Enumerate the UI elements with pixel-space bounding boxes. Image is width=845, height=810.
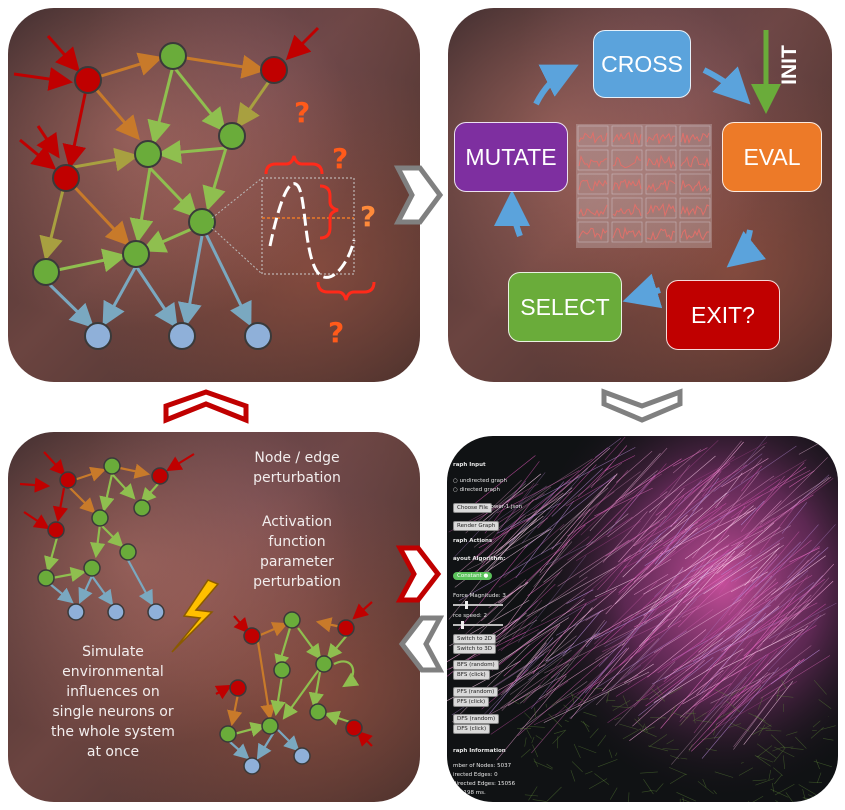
directed-radio[interactable]: ○ directed graph [453,487,501,493]
mutate-box: MUTATE [454,122,568,192]
network-graph: ? ? ? ? [13,26,376,350]
cross-box: CROSS [593,30,691,98]
network-panel: ? ? ? ? [8,8,420,382]
exit-label: EXIT? [691,301,755,328]
question-mark: ? [332,142,348,175]
graph-nodes [32,42,288,350]
graph-viewer-panel: s raph Input ○ undirected graph ○ direct… [447,436,838,802]
render-graph-button[interactable]: Render Graph [453,521,500,531]
activation-perturbation-text: Activation function parameter perturbati… [253,514,341,590]
node-edge-perturbation-text: Node / edge perturbation [253,450,341,486]
eval-box: EVAL [722,122,822,192]
pfs-click-button[interactable]: PFS (click) [453,697,490,707]
dfs-random-button[interactable]: DFS (random) [453,714,500,724]
graph-input-heading: raph Input [453,462,486,468]
select-label: SELECT [520,293,610,320]
lightning-icon [171,579,220,653]
layout-algorithm-heading: ayout Algorithm: [453,556,506,562]
force-speed-slider[interactable] [453,621,503,629]
number-of-nodes: mber of Nodes: 5037 [453,763,512,769]
force-speed-label: rce speed: 2 [453,613,488,619]
select-box: SELECT [508,272,622,342]
panel-title: s [453,442,458,450]
eval-label: EVAL [743,143,801,170]
graph-information-heading: raph Information [453,748,506,754]
undirected-radio[interactable]: ○ undirected graph [453,478,507,484]
dfs-click-button[interactable]: DFS (click) [453,724,491,734]
exit-box: EXIT? [666,280,780,350]
cycle-arrows [494,30,781,309]
question-mark: ? [294,96,310,129]
activation-inset [211,155,376,301]
input-arrows [13,26,320,170]
question-mark: ? [360,200,376,233]
mutate-label: MUTATE [465,143,557,170]
pfs-random-button[interactable]: PFS (random) [453,687,499,697]
bfs-click-button[interactable]: BFS (click) [453,670,490,680]
simulate-text: Simulate environmental influences on sin… [51,644,175,760]
perturbation-graphs [19,451,373,775]
perturbation-panel: Node / edge perturbation Activation func… [8,432,420,802]
constant-toggle[interactable]: Constant ● [453,572,493,580]
control-panel: s raph Input ○ undirected graph ○ direct… [447,436,522,802]
graph-actions-heading: raph Actions [453,538,493,544]
graph-render [447,436,838,802]
time: ne: 198 ms. [453,790,486,796]
directed-edges: irected Edges: 0 [453,772,498,778]
graph-edges [39,52,272,329]
flow-arrow-down-gray [601,388,683,423]
evolution-cycle-panel: CROSS EVAL EXIT? SELECT MUTATE INIT [448,8,832,382]
choose-file-button[interactable]: Choose File [453,503,493,513]
file-name: flower-1.json [487,504,523,510]
question-mark: ? [328,316,344,349]
question-marks: ? ? ? ? [294,96,376,349]
switch-3d-button[interactable]: Switch to 3D [453,644,496,654]
fitness-plots [576,124,712,248]
bfs-random-button[interactable]: BFS (random) [453,660,499,670]
undirected-edges: directed Edges: 15056 [453,781,516,787]
init-label: INIT [778,45,801,85]
switch-2d-button[interactable]: Switch to 2D [453,634,496,644]
cross-label: CROSS [601,50,683,77]
force-magnitude-slider[interactable] [453,601,503,609]
force-magnitude-label: Force Magnitude: 3 [453,593,506,599]
flow-arrow-up-red [163,389,249,424]
